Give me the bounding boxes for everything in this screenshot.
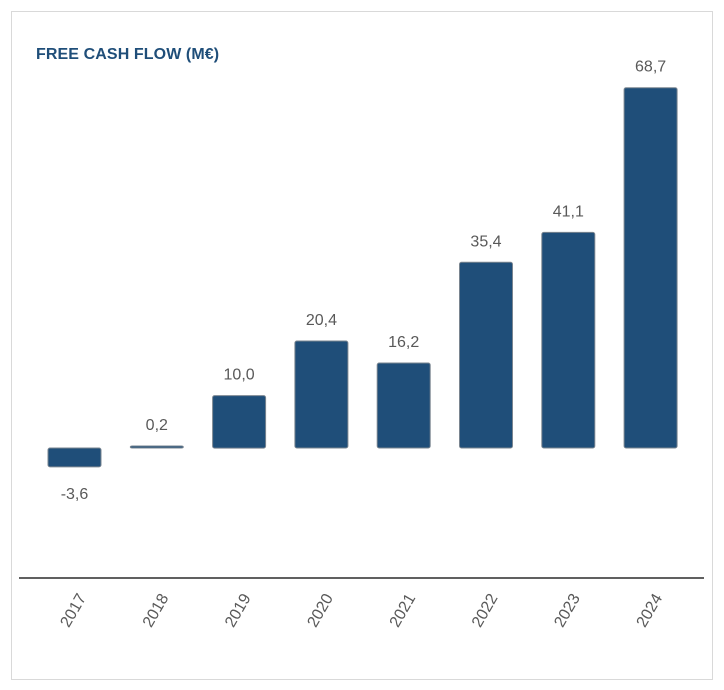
value-label-2018: 0,2 [146,417,168,434]
x-tick-label-2017: 2017 [58,591,91,630]
value-label-2017: -3,6 [61,486,89,503]
x-tick-label-2022: 2022 [469,591,502,630]
x-tick-label-2018: 2018 [140,591,173,630]
bar-2019 [212,395,267,449]
value-label-2021: 16,2 [388,334,419,351]
x-tick-label-2021: 2021 [387,591,420,630]
x-tick-labels-group: 2017 2018 2019 2020 2021 2022 2023 2024 [58,591,667,630]
bar-2017 [47,447,102,468]
x-tick-label-2023: 2023 [551,591,584,630]
chart-frame [11,11,713,680]
x-tick-label-2024: 2024 [634,591,667,630]
bar-2023 [541,231,596,449]
x-tick-label-2019: 2019 [222,591,255,630]
bar-2018 [129,445,184,449]
value-label-2024: 68,7 [635,59,666,76]
bars-group [47,87,678,468]
value-labels-group: -3,6 0,2 10,0 20,4 16,2 35,4 41,1 68,7 [61,59,667,503]
x-tick-label-2020: 2020 [304,591,337,630]
value-label-2019: 10,0 [224,367,255,384]
bar-2022 [459,261,513,449]
value-label-2022: 35,4 [470,233,501,250]
chart-title: FREE CASH FLOW (M€) [36,46,220,63]
bar-2024 [623,87,678,449]
value-label-2020: 20,4 [306,312,337,329]
bar-2021 [376,362,431,449]
value-label-2023: 41,1 [553,203,584,220]
bar-2020 [294,340,349,449]
